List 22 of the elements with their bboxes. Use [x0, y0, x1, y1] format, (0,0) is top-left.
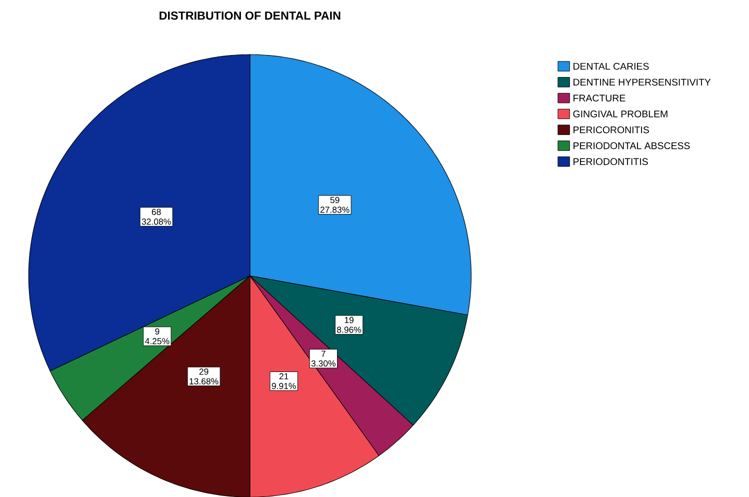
- text: 3.30%: [311, 360, 336, 366]
- text: 27.83%: [320, 206, 350, 213]
- data-label: 7: [321, 350, 326, 357]
- legend-label: PERIODONTAL ABSCESS: [574, 142, 690, 150]
- legend-label: GINGIVAL PROBLEM: [573, 110, 668, 118]
- data-label: 59: [330, 196, 340, 204]
- text: 13.68%: [190, 378, 218, 384]
- data-label: 19: [344, 316, 354, 324]
- data-label: 29: [199, 368, 208, 375]
- legend-label: DENTINE HYPERSENSITIVITY: [574, 78, 711, 86]
- text: 9.91%: [272, 382, 296, 390]
- data-label: 68: [152, 208, 161, 215]
- legend-label: DENTAL CARIES: [574, 62, 649, 70]
- text: 32.08%: [142, 218, 171, 225]
- data-label: 21: [279, 373, 288, 380]
- data-label: 9: [155, 328, 160, 334]
- legend-label: PERICORONITIS: [574, 126, 649, 134]
- chart-title: DISTRIBUTION OF DENTAL PAIN: [160, 11, 340, 20]
- text: 4.25%: [145, 338, 170, 344]
- legend-label: FRACTURE: [574, 94, 626, 102]
- text: 8.96%: [337, 326, 362, 333]
- legend-label: PERIODONTITIS: [574, 158, 648, 165]
